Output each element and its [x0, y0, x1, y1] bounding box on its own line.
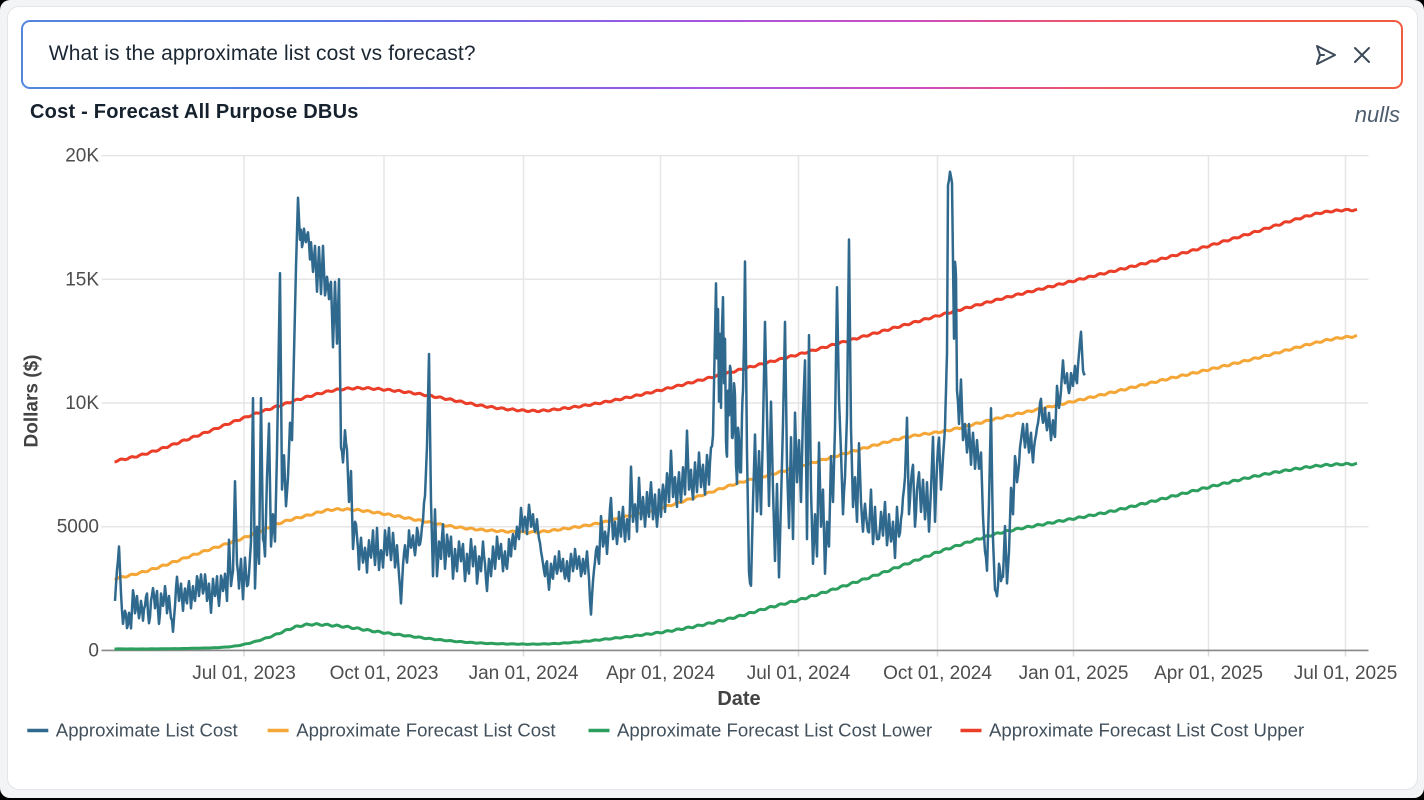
svg-text:Jan 01, 2025: Jan 01, 2025: [1019, 663, 1129, 684]
svg-text:5000: 5000: [57, 517, 99, 538]
svg-text:Approximate Forecast List Cost: Approximate Forecast List Cost Upper: [989, 720, 1304, 741]
svg-text:Oct 01, 2023: Oct 01, 2023: [330, 663, 439, 684]
svg-text:10K: 10K: [65, 393, 99, 414]
svg-text:Dollars ($): Dollars ($): [22, 355, 43, 448]
svg-text:Approximate List Cost: Approximate List Cost: [56, 720, 239, 741]
svg-text:Jan 01, 2024: Jan 01, 2024: [469, 663, 579, 684]
svg-text:Oct 01, 2024: Oct 01, 2024: [883, 663, 992, 684]
svg-text:20K: 20K: [65, 146, 99, 167]
svg-text:Jul 01, 2023: Jul 01, 2023: [192, 663, 296, 684]
svg-text:Approximate Forecast List Cost: Approximate Forecast List Cost: [296, 720, 556, 741]
svg-text:Jul 01, 2024: Jul 01, 2024: [747, 663, 851, 684]
svg-text:15K: 15K: [65, 269, 99, 290]
svg-text:Date: Date: [717, 688, 760, 710]
svg-text:Jul 01, 2025: Jul 01, 2025: [1294, 663, 1398, 684]
svg-text:Apr 01, 2025: Apr 01, 2025: [1154, 663, 1263, 684]
svg-text:Approximate Forecast List Cost: Approximate Forecast List Cost Lower: [617, 720, 932, 741]
svg-text:Apr 01, 2024: Apr 01, 2024: [606, 663, 715, 684]
svg-text:0: 0: [88, 640, 99, 661]
